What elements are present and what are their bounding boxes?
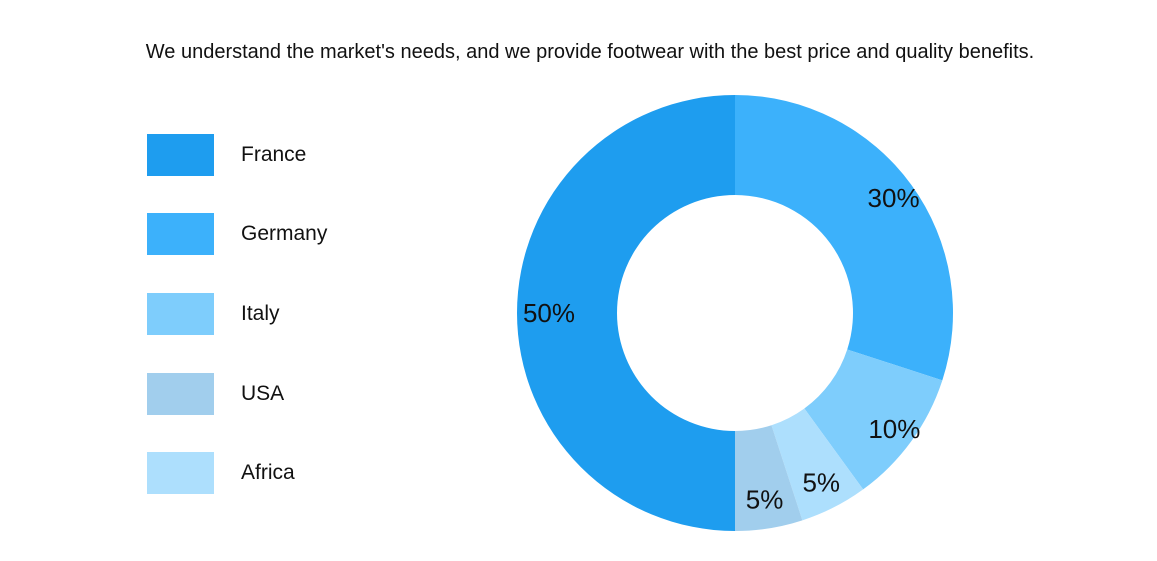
legend-item-france: France bbox=[147, 134, 467, 176]
slice-france bbox=[517, 95, 735, 531]
legend-label-italy: Italy bbox=[241, 302, 280, 325]
data-label-italy: 10% bbox=[868, 414, 920, 444]
legend-item-africa: Africa bbox=[147, 452, 467, 494]
legend-label-usa: USA bbox=[241, 382, 285, 405]
slice-germany bbox=[735, 95, 954, 381]
data-label-usa: 5% bbox=[746, 485, 784, 515]
slice-usa bbox=[735, 425, 803, 531]
legend-swatch-italy bbox=[147, 293, 214, 335]
legend-swatch-france bbox=[147, 134, 214, 176]
legend-item-germany: Germany bbox=[147, 213, 467, 255]
legend-swatch-usa bbox=[147, 373, 214, 415]
slice-africa bbox=[771, 408, 864, 521]
legend-item-usa: USA bbox=[147, 373, 467, 415]
slice-italy bbox=[804, 349, 943, 490]
data-label-germany: 30% bbox=[868, 183, 920, 213]
legend-label-france: France bbox=[241, 143, 307, 166]
legend-swatch-germany bbox=[147, 213, 214, 255]
legend-label-germany: Germany bbox=[241, 222, 328, 245]
legend-item-italy: Italy bbox=[147, 293, 467, 335]
data-label-france: 50% bbox=[523, 298, 575, 328]
chart-title: We understand the market's needs, and we… bbox=[145, 41, 1035, 63]
legend-label-africa: Africa bbox=[241, 461, 295, 484]
legend-swatch-africa bbox=[147, 452, 214, 494]
data-label-africa: 5% bbox=[802, 467, 840, 497]
